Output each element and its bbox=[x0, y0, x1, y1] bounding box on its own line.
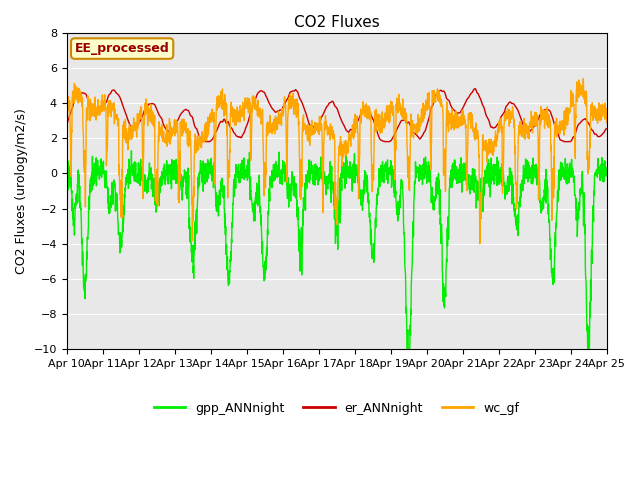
er_ANNnight bbox=[570, 133, 578, 139]
wc_gf bbox=[352, 113, 360, 119]
Y-axis label: CO2 Fluxes (urology/m2/s): CO2 Fluxes (urology/m2/s) bbox=[15, 108, 28, 274]
gpp_ANNnight bbox=[404, 370, 412, 375]
wc_gf bbox=[493, 136, 501, 142]
er_ANNnight bbox=[603, 126, 611, 132]
er_ANNnight bbox=[213, 127, 221, 132]
er_ANNnight bbox=[471, 86, 479, 92]
wc_gf bbox=[579, 76, 587, 82]
Legend: gpp_ANNnight, er_ANNnight, wc_gf: gpp_ANNnight, er_ANNnight, wc_gf bbox=[149, 397, 524, 420]
gpp_ANNnight bbox=[603, 165, 611, 170]
er_ANNnight bbox=[364, 106, 372, 111]
wc_gf bbox=[556, 127, 563, 132]
Line: wc_gf: wc_gf bbox=[67, 79, 607, 244]
er_ANNnight bbox=[383, 139, 390, 144]
Line: er_ANNnight: er_ANNnight bbox=[67, 89, 607, 142]
gpp_ANNnight bbox=[353, 171, 360, 177]
Title: CO2 Fluxes: CO2 Fluxes bbox=[294, 15, 380, 30]
gpp_ANNnight bbox=[364, 199, 372, 204]
er_ANNnight bbox=[494, 121, 502, 127]
gpp_ANNnight bbox=[570, 178, 578, 184]
wc_gf bbox=[476, 241, 484, 247]
gpp_ANNnight bbox=[63, 177, 70, 182]
wc_gf bbox=[364, 116, 372, 122]
er_ANNnight bbox=[352, 121, 360, 127]
gpp_ANNnight bbox=[127, 148, 135, 154]
Line: gpp_ANNnight: gpp_ANNnight bbox=[67, 151, 607, 372]
wc_gf bbox=[570, 105, 578, 110]
wc_gf bbox=[213, 107, 221, 113]
gpp_ANNnight bbox=[214, 208, 221, 214]
er_ANNnight bbox=[556, 135, 563, 141]
wc_gf bbox=[63, 115, 70, 121]
Text: EE_processed: EE_processed bbox=[75, 42, 170, 55]
gpp_ANNnight bbox=[494, 174, 502, 180]
er_ANNnight bbox=[63, 121, 70, 127]
wc_gf bbox=[603, 120, 611, 126]
gpp_ANNnight bbox=[556, 187, 563, 192]
